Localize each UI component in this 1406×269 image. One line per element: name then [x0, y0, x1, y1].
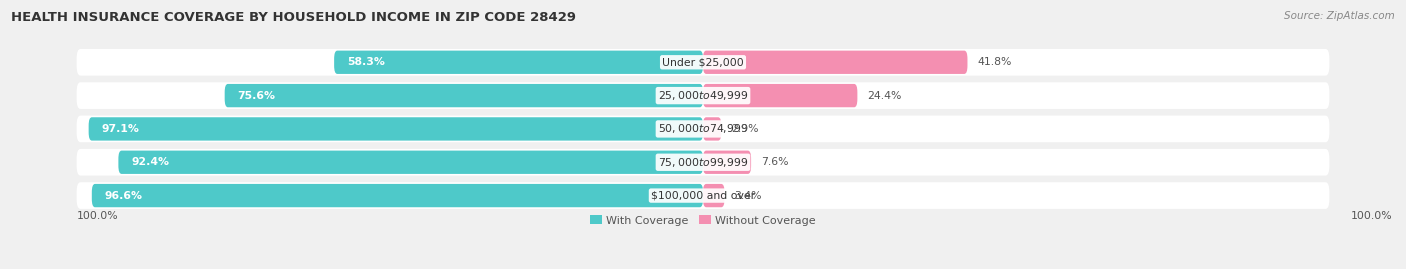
Text: Source: ZipAtlas.com: Source: ZipAtlas.com [1284, 11, 1395, 21]
FancyBboxPatch shape [118, 151, 703, 174]
Text: 96.6%: 96.6% [104, 190, 142, 201]
Text: HEALTH INSURANCE COVERAGE BY HOUSEHOLD INCOME IN ZIP CODE 28429: HEALTH INSURANCE COVERAGE BY HOUSEHOLD I… [11, 11, 576, 24]
FancyBboxPatch shape [335, 51, 703, 74]
FancyBboxPatch shape [703, 184, 724, 207]
FancyBboxPatch shape [76, 182, 1330, 209]
FancyBboxPatch shape [703, 51, 967, 74]
Text: 100.0%: 100.0% [1351, 211, 1392, 221]
Text: $50,000 to $74,999: $50,000 to $74,999 [658, 122, 748, 135]
Text: $100,000 and over: $100,000 and over [651, 190, 755, 201]
Text: 24.4%: 24.4% [868, 91, 901, 101]
FancyBboxPatch shape [89, 117, 703, 141]
FancyBboxPatch shape [76, 116, 1330, 142]
FancyBboxPatch shape [703, 151, 751, 174]
Text: 97.1%: 97.1% [101, 124, 139, 134]
FancyBboxPatch shape [76, 82, 1330, 109]
Text: 2.9%: 2.9% [731, 124, 759, 134]
Text: $25,000 to $49,999: $25,000 to $49,999 [658, 89, 748, 102]
Text: 41.8%: 41.8% [977, 57, 1012, 67]
Text: 75.6%: 75.6% [238, 91, 276, 101]
FancyBboxPatch shape [91, 184, 703, 207]
Text: 58.3%: 58.3% [347, 57, 385, 67]
FancyBboxPatch shape [703, 84, 858, 107]
Text: 7.6%: 7.6% [761, 157, 789, 167]
FancyBboxPatch shape [225, 84, 703, 107]
Text: Under $25,000: Under $25,000 [662, 57, 744, 67]
Text: $75,000 to $99,999: $75,000 to $99,999 [658, 156, 748, 169]
FancyBboxPatch shape [76, 149, 1330, 176]
Text: 100.0%: 100.0% [76, 211, 118, 221]
Text: 92.4%: 92.4% [131, 157, 169, 167]
Text: 3.4%: 3.4% [734, 190, 762, 201]
FancyBboxPatch shape [76, 49, 1330, 76]
Legend: With Coverage, Without Coverage: With Coverage, Without Coverage [586, 211, 820, 230]
FancyBboxPatch shape [703, 117, 721, 141]
